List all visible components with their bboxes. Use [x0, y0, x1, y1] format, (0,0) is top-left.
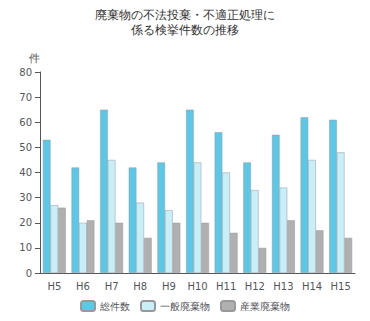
svg-text:件: 件	[29, 52, 40, 65]
svg-text:H10: H10	[187, 281, 207, 292]
svg-text:H6: H6	[76, 281, 90, 292]
svg-text:H15: H15	[331, 281, 351, 292]
svg-text:70: 70	[19, 92, 32, 103]
svg-text:H8: H8	[133, 281, 147, 292]
svg-text:係る検挙件数の推移: 係る検挙件数の推移	[130, 23, 239, 37]
svg-text:0: 0	[26, 268, 32, 279]
svg-text:H5: H5	[47, 281, 61, 292]
svg-text:60: 60	[19, 117, 32, 128]
svg-text:30: 30	[19, 192, 32, 203]
svg-text:40: 40	[19, 167, 32, 178]
svg-text:産業廃棄物: 産業廃棄物	[240, 301, 290, 312]
svg-text:20: 20	[19, 217, 32, 228]
svg-text:50: 50	[19, 142, 32, 153]
svg-text:一般廃棄物: 一般廃棄物	[160, 301, 210, 312]
svg-text:H12: H12	[245, 281, 265, 292]
svg-text:H7: H7	[105, 281, 119, 292]
svg-text:廃棄物の不法投棄・不適正処理に: 廃棄物の不法投棄・不適正処理に	[95, 8, 275, 22]
svg-text:H14: H14	[302, 281, 322, 292]
svg-text:10: 10	[19, 242, 32, 253]
svg-text:総件数: 総件数	[99, 301, 130, 312]
svg-text:H13: H13	[273, 281, 293, 292]
svg-text:H11: H11	[216, 281, 236, 292]
svg-text:H9: H9	[162, 281, 176, 292]
svg-text:80: 80	[19, 67, 32, 78]
